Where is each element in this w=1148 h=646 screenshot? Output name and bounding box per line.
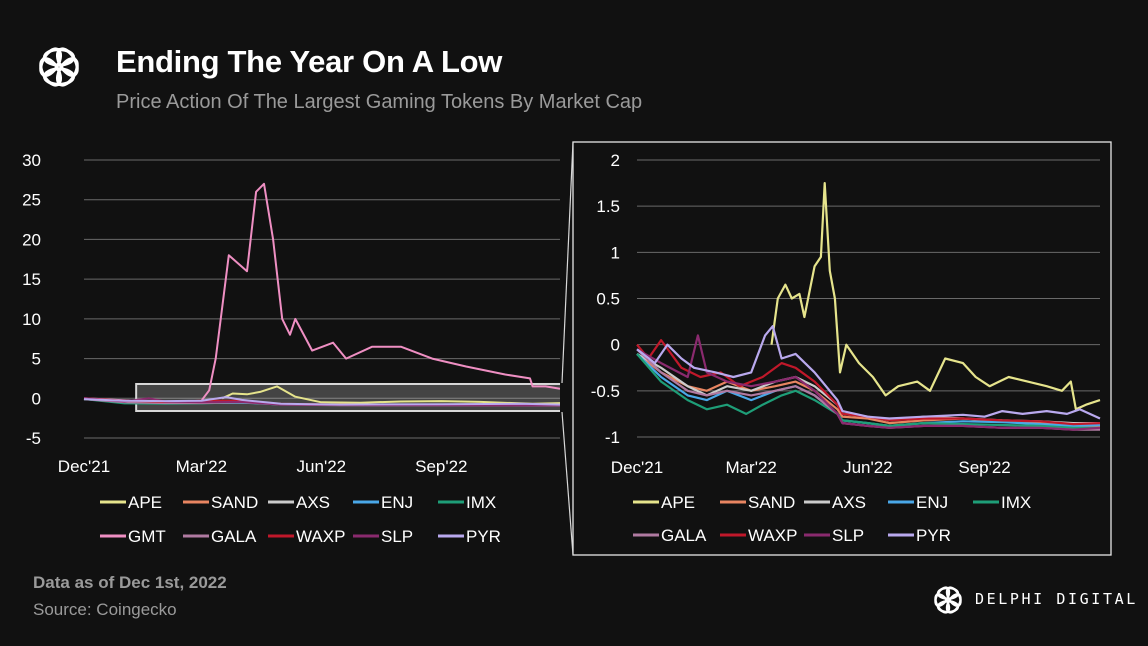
chart-subtitle: Price Action Of The Largest Gaming Token…	[116, 91, 643, 113]
y-tick-label: -0.5	[591, 382, 620, 401]
y-tick-label: 2	[611, 151, 620, 170]
source-note: Source: Coingecko	[33, 600, 177, 619]
series-line-imx	[636, 353, 1100, 429]
series-line-gmt	[83, 182, 560, 404]
y-tick-label: 30	[22, 151, 41, 170]
y-tick-label: 0.5	[596, 290, 620, 309]
legend-label-slp: SLP	[832, 526, 864, 545]
legend-label-ape: APE	[128, 493, 162, 512]
legend-label-imx: IMX	[466, 493, 496, 512]
x-tick-label: Sep'22	[415, 457, 467, 476]
legend-label-imx: IMX	[1001, 493, 1031, 512]
x-tick-label: Mar'22	[725, 458, 776, 477]
legend-label-waxp: WAXP	[296, 527, 345, 546]
x-tick-label: Sep'22	[958, 458, 1010, 477]
y-tick-label: 25	[22, 191, 41, 210]
y-tick-label: -5	[26, 429, 41, 448]
series-line-ape	[221, 385, 560, 405]
legend-label-slp: SLP	[381, 527, 413, 546]
series-line-pyr	[636, 325, 1101, 420]
legend-label-gala: GALA	[211, 527, 257, 546]
series-line-ape	[770, 181, 1101, 411]
legend-label-sand: SAND	[211, 493, 258, 512]
zoom-highlight-box	[135, 382, 560, 412]
legend-label-enj: ENJ	[381, 493, 413, 512]
series-line-slp	[636, 334, 1101, 431]
y-tick-label: -1	[605, 428, 620, 447]
y-tick-label: 1.5	[596, 197, 620, 216]
y-tick-label: 0	[611, 336, 620, 355]
chart-full-range: 30 25 20 15 10 5 0 -5 Dec'21 Mar'22 Jun'22 Sep'22 AP…	[22, 151, 560, 546]
y-tick-label: 0	[32, 389, 41, 408]
y-tick-label: 20	[22, 230, 41, 249]
legend-label-ape: APE	[661, 493, 695, 512]
legend-label-gmt: GMT	[128, 527, 166, 546]
delphi-logo-icon	[39, 47, 79, 87]
x-tick-label: Jun'22	[843, 458, 893, 477]
chart-zoomed: 2 1.5 1 0.5 0 -0.5 -1 Dec'21 Mar'22 Jun'22 Sep'22 A…	[572, 141, 1112, 556]
y-tick-label: 1	[611, 243, 620, 262]
legend-label-enj: ENJ	[916, 493, 948, 512]
y-tick-label: 10	[22, 310, 41, 329]
legend-label-axs: AXS	[832, 493, 866, 512]
series-line-waxp	[636, 339, 1101, 426]
legend-label-pyr: PYR	[916, 526, 951, 545]
chart-title: Ending The Year On A Low	[116, 44, 503, 79]
legend-label-gala: GALA	[661, 526, 707, 545]
brand-name: DELPHI DIGITAL	[975, 590, 1138, 608]
legend-label-waxp: WAXP	[748, 526, 797, 545]
x-tick-label: Jun'22	[297, 457, 347, 476]
legend-label-sand: SAND	[748, 493, 795, 512]
series-line-pyr	[83, 396, 560, 406]
x-tick-label: Mar'22	[176, 457, 227, 476]
x-tick-label: Dec'21	[58, 457, 110, 476]
y-tick-label: 5	[32, 350, 41, 369]
legend-label-axs: AXS	[296, 493, 330, 512]
delphi-brand-icon	[934, 586, 962, 614]
x-tick-label: Dec'21	[611, 458, 663, 477]
legend-label-pyr: PYR	[466, 527, 501, 546]
y-tick-label: 15	[22, 270, 41, 289]
series-line-sand	[636, 353, 1100, 427]
data-as-of-note: Data as of Dec 1st, 2022	[33, 573, 227, 592]
